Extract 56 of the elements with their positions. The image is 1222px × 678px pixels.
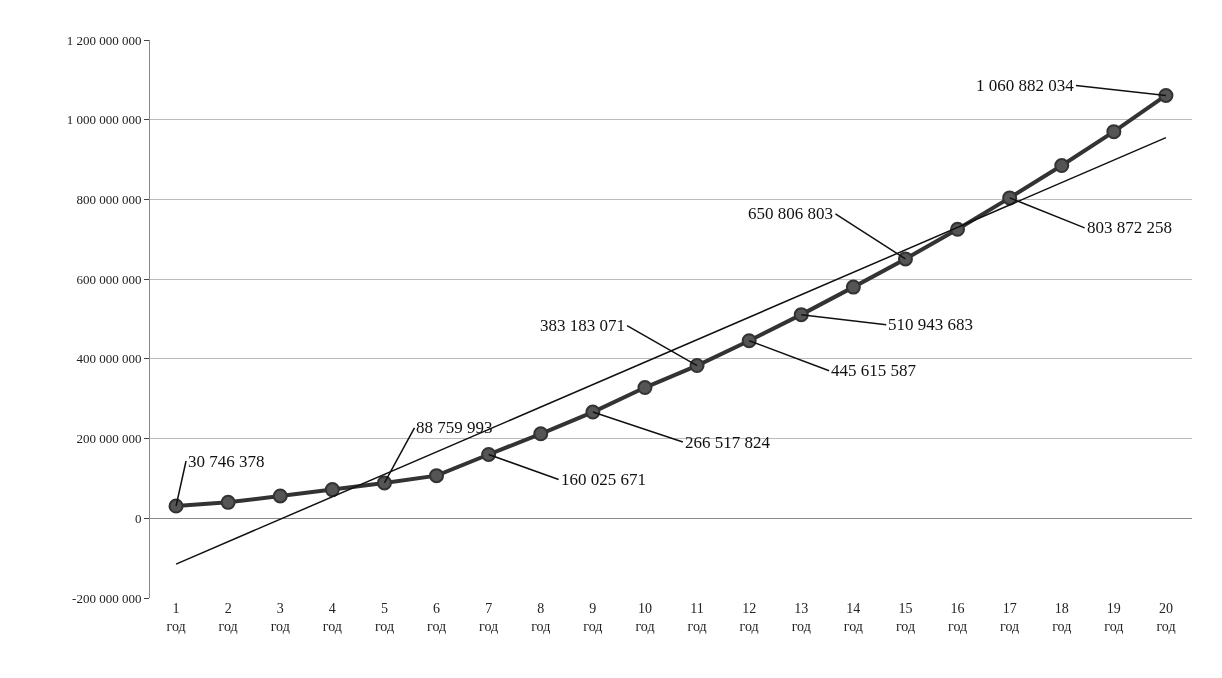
y-tick-label: 0 [134, 510, 142, 526]
x-tick-label: 11 год [687, 601, 707, 635]
data-label: 803 872 258 [1087, 218, 1172, 237]
y-tick-label: 400 000 000 [76, 351, 142, 367]
data-label: 266 517 824 [685, 433, 771, 452]
y-tick-label: 200 000 000 [76, 431, 142, 447]
x-tick-label: 6 год [426, 601, 447, 635]
x-tick-label: 12 год [739, 601, 759, 635]
x-tick-label: 13 год [791, 601, 811, 635]
x-tick-label: 19 год [1104, 601, 1124, 635]
x-tick-label: 9 год [583, 601, 603, 635]
point [585, 404, 601, 420]
x-tick-label: 4 год [322, 601, 342, 635]
x-tick-label: 5 год [374, 601, 395, 635]
y-tick-label: 1 000 000 000 [66, 112, 142, 128]
point [481, 447, 497, 462]
x-tick-label: 10 год [635, 601, 655, 635]
x-tick-label: 1 год [166, 601, 186, 635]
data-label: 160 025 671 [561, 470, 646, 489]
point [689, 358, 705, 374]
point [272, 488, 288, 504]
y-tick-label: 800 000 000 [76, 191, 142, 207]
x-tick-label: 14 год [843, 601, 863, 635]
x-tick-label: 7 год [479, 601, 499, 635]
data-label: 88 759 993 [416, 418, 493, 437]
data-label: 650 806 803 [748, 204, 833, 223]
x-tick-label: 3 год [270, 601, 290, 635]
x-tick-label: 8 год [531, 601, 551, 635]
data-label: 383 183 071 [540, 316, 625, 335]
x-tick-label: 20 год [1156, 601, 1176, 635]
y-tick-label: 600 000 000 [76, 271, 142, 287]
data-label: 510 943 683 [888, 315, 973, 334]
y-tick-label: -200 000 000 [72, 590, 142, 606]
x-tick-label: 2 год [218, 601, 238, 635]
point [637, 380, 653, 396]
point [793, 307, 809, 323]
x-tick-label: 15 год [895, 601, 916, 635]
point [429, 468, 445, 484]
y-tick-label: 1 200 000 000 [66, 32, 142, 48]
x-tick-label: 17 год [1000, 601, 1020, 635]
point [376, 475, 392, 491]
point [897, 251, 913, 267]
data-label: 445 615 587 [831, 361, 917, 380]
point [1106, 124, 1122, 140]
point [1054, 158, 1070, 174]
point [1158, 87, 1174, 103]
x-tick-label: 18 год [1052, 601, 1072, 635]
point [168, 498, 184, 514]
data-label: 30 746 378 [188, 452, 265, 471]
point [220, 494, 236, 510]
x-tick-label: 16 год [947, 601, 968, 635]
point [845, 279, 861, 295]
point [324, 482, 340, 498]
data-label: 1 060 882 034 [976, 76, 1075, 95]
point [533, 426, 549, 442]
point [741, 333, 757, 349]
